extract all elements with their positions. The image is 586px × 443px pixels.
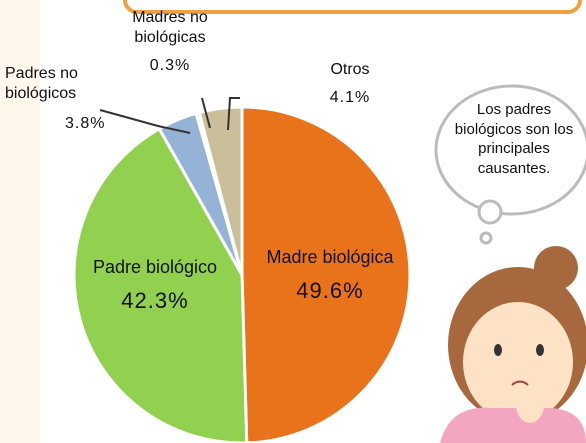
annotation: Los padres biológicos son los principale…	[450, 100, 578, 178]
category-label: Otros	[300, 60, 400, 80]
slice-label: Madre biológica 49.6%	[265, 246, 395, 304]
value-label: 0.3%	[110, 56, 230, 76]
girl-illustration	[440, 246, 586, 443]
slice-label: Otros 4.1%	[300, 60, 400, 108]
category-label: Madre biológica	[265, 246, 395, 269]
value-label: 4.1%	[300, 88, 400, 108]
slice-label: Padre biológico 42.3%	[90, 256, 220, 314]
value-label: 42.3%	[90, 287, 220, 315]
value-label: 3.8%	[5, 114, 115, 134]
page: Los padres biológicos son los principale…	[0, 0, 586, 443]
value-label: 49.6%	[265, 277, 395, 305]
slice-label: Padres no biológicos 3.8%	[5, 64, 115, 134]
category-label: Madres no biológicas	[110, 8, 230, 48]
category-label: Padre biológico	[90, 256, 220, 279]
slice-label: Madres no biológicas 0.3%	[110, 8, 230, 76]
category-label: Padres no biológicos	[5, 64, 115, 104]
